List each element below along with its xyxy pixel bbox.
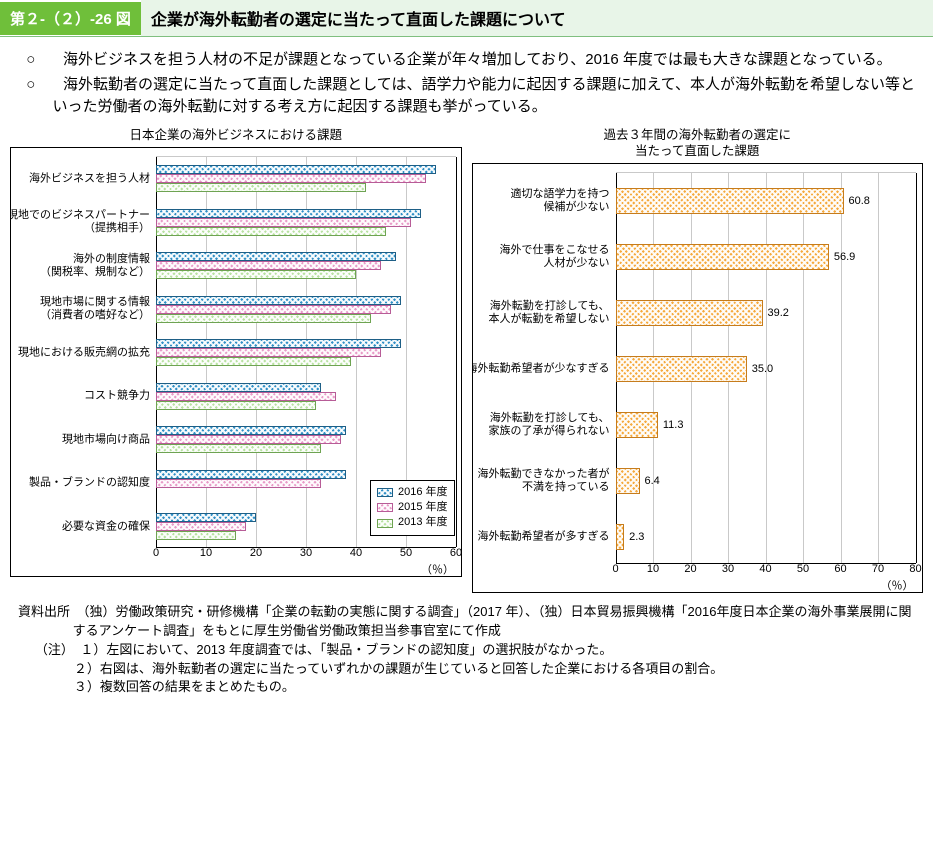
summary-bullet: ○ 海外転勤者の選定に当たって直面した課題としては、語学力や能力に起因する課題に…: [53, 74, 916, 119]
bar: [156, 426, 346, 435]
bar: [156, 270, 356, 279]
bar: [616, 356, 747, 382]
bar: [156, 444, 321, 453]
bar: [156, 392, 336, 401]
bar: [156, 513, 256, 522]
legend-swatch: [377, 519, 393, 528]
footer-note: ２）右図は、海外転勤者の選定に当たっていずれかの課題が生じていると回答した企業に…: [100, 660, 915, 679]
bar: [156, 174, 426, 183]
chart-a: 日本企業の海外ビジネスにおける課題 0102030405060（％）海外ビジネス…: [10, 127, 462, 594]
value-label: 60.8: [849, 195, 870, 207]
category-label: 現地市場向け商品: [62, 433, 156, 446]
legend-swatch: [377, 503, 393, 512]
category-label: 適切な語学力を持つ候補が少ない: [511, 188, 616, 214]
figure-number: 第２-（２）-26 図: [0, 2, 141, 35]
bar: [156, 339, 401, 348]
category-label: 海外ビジネスを担う人材: [29, 172, 156, 185]
bar: [616, 244, 829, 270]
bar: [156, 531, 236, 540]
bar: [156, 296, 401, 305]
bar: [156, 435, 341, 444]
bar: [156, 209, 421, 218]
summary-bullet: ○ 海外ビジネスを担う人材の不足が課題となっている企業が年々増加しており、201…: [53, 49, 916, 72]
bar: [156, 305, 391, 314]
category-label: 海外転勤希望者が多すぎる: [478, 530, 616, 543]
bar: [156, 227, 386, 236]
bar: [156, 357, 351, 366]
bar: [156, 479, 321, 488]
bar: [156, 183, 366, 192]
bar: [156, 401, 316, 410]
figure-header: 第２-（２）-26 図 企業が海外転勤者の選定に当たって直面した課題について: [0, 0, 933, 37]
category-label: 現地でのビジネスパートナー（提携相手）: [10, 209, 156, 235]
category-label: 現地市場に関する情報（消費者の嗜好など）: [40, 296, 156, 322]
bar: [616, 300, 763, 326]
x-unit: （％）: [881, 577, 914, 593]
value-label: 39.2: [768, 307, 789, 319]
bar: [156, 383, 321, 392]
legend-swatch: [377, 488, 393, 497]
legend: 2016 年度2015 年度2013 年度: [370, 480, 455, 536]
value-label: 11.3: [663, 419, 684, 431]
bar: [156, 348, 381, 357]
bar: [616, 412, 658, 438]
summary-bullets: ○ 海外ビジネスを担う人材の不足が課題となっている企業が年々増加しており、201…: [0, 37, 933, 127]
category-label: 海外転勤希望者が少なすぎる: [472, 362, 616, 375]
footer-source: 資料出所 （独）労働政策研究・研修機構「企業の転勤の実態に関する調査」（2017…: [73, 603, 915, 641]
chart-a-title: 日本企業の海外ビジネスにおける課題: [10, 127, 462, 143]
bar: [616, 188, 844, 214]
bar: [156, 522, 246, 531]
bar: [156, 314, 371, 323]
footer-note: （注） １）左図において、2013 年度調査では、「製品・ブランドの認知度」の選…: [61, 641, 915, 660]
category-label: 海外転勤を打診しても、家族の了承が得られない: [489, 412, 616, 438]
footer-note: ３）複数回答の結果をまとめたもの。: [100, 678, 915, 697]
value-label: 35.0: [752, 363, 773, 375]
bar: [156, 261, 381, 270]
chart-b: 過去３年間の海外転勤者の選定に当たって直面した課題 01020304050607…: [472, 127, 924, 594]
value-label: 6.4: [645, 475, 660, 487]
bar: [616, 468, 640, 494]
bar: [156, 470, 346, 479]
x-unit: （％）: [421, 561, 454, 577]
legend-label: 2013 年度: [398, 515, 448, 530]
bar: [616, 524, 625, 550]
chart-b-title: 過去３年間の海外転勤者の選定に当たって直面した課題: [472, 127, 924, 160]
category-label: 海外で仕事をこなせる人材が少ない: [500, 244, 616, 270]
bar: [156, 165, 436, 174]
value-label: 2.3: [629, 531, 644, 543]
footer: 資料出所 （独）労働政策研究・研修機構「企業の転勤の実態に関する調査」（2017…: [0, 593, 933, 715]
legend-label: 2016 年度: [398, 485, 448, 500]
category-label: 製品・ブランドの認知度: [29, 477, 156, 490]
category-label: 必要な資金の確保: [62, 520, 156, 533]
figure-title: 企業が海外転勤者の選定に当たって直面した課題について: [141, 0, 933, 36]
category-label: 海外転勤できなかった者が不満を持っている: [478, 468, 616, 494]
category-label: 現地における販売網の拡充: [18, 346, 156, 359]
bar: [156, 218, 411, 227]
bar: [156, 252, 396, 261]
category-label: 海外の制度情報（関税率、規制など）: [40, 252, 156, 278]
legend-label: 2015 年度: [398, 500, 448, 515]
category-label: コスト競争力: [84, 390, 156, 403]
category-label: 海外転勤を打診しても、本人が転勤を希望しない: [489, 300, 616, 326]
value-label: 56.9: [834, 251, 855, 263]
